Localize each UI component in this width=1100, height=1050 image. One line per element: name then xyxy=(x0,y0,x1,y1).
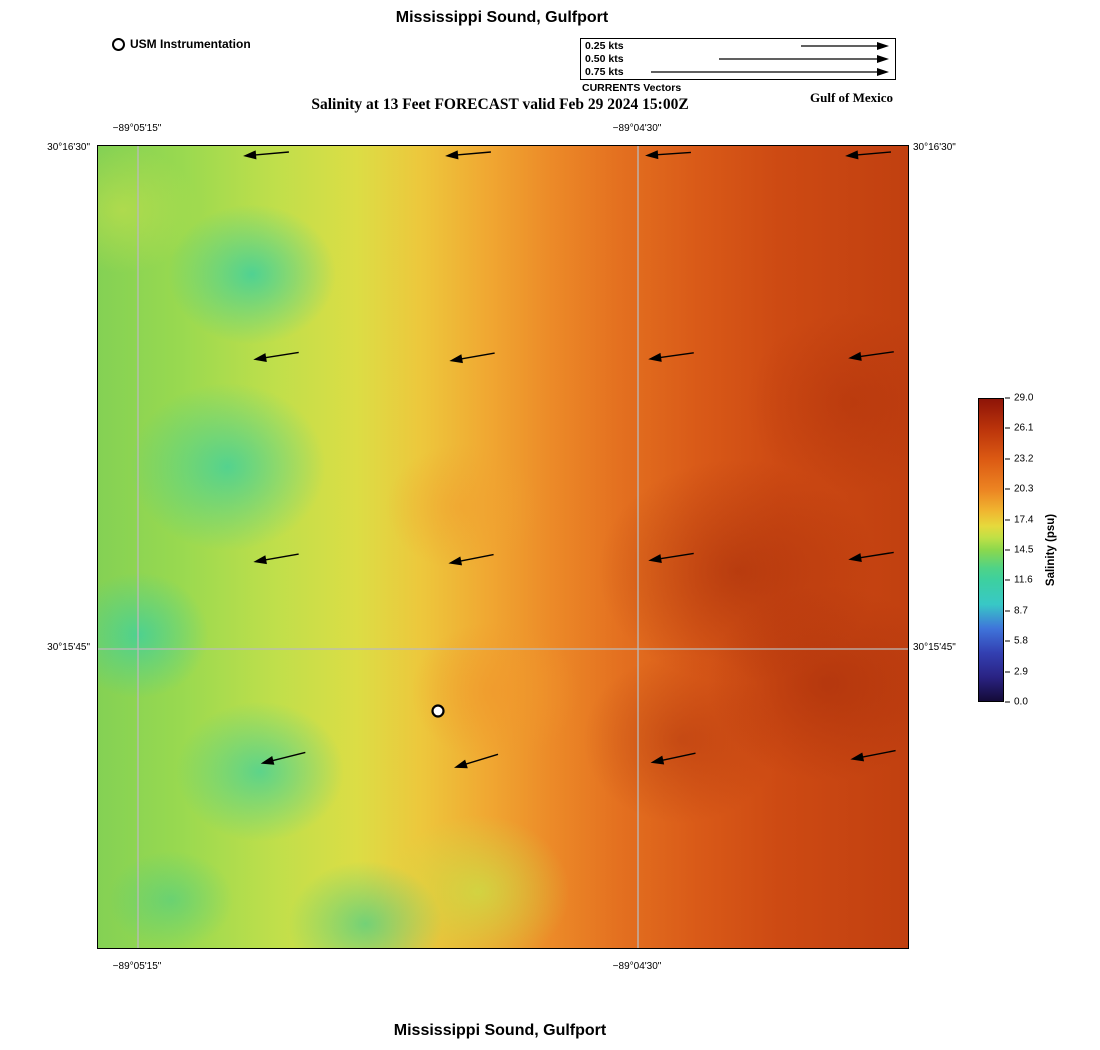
salinity-heatmap xyxy=(98,146,908,948)
current-vector-arrow xyxy=(650,752,696,765)
y-tick-right-south: 30°15'45" xyxy=(913,642,956,653)
current-vector-arrow xyxy=(645,150,691,160)
map-overlay xyxy=(98,146,908,948)
colorbar-tick-mark xyxy=(1005,397,1010,399)
current-vector-arrow xyxy=(648,552,694,564)
current-vector-legend-rows: 0.25 kts 0.50 kts 0.75 kts xyxy=(585,40,893,78)
station-legend-label: USM Instrumentation xyxy=(130,37,251,51)
colorbar-tick: 23.2 xyxy=(1005,453,1033,464)
x-tick-top-west: −89°05'15" xyxy=(112,123,162,134)
current-vector-arrow xyxy=(648,352,694,362)
region-label: Gulf of Mexico xyxy=(810,90,894,105)
station-marker xyxy=(431,704,445,718)
current-vector-arrow xyxy=(243,150,289,160)
current-vector-arrow xyxy=(448,553,494,566)
current-vector-arrow xyxy=(253,553,299,565)
station-marker-icon xyxy=(112,37,125,51)
vector-legend-arrow-icon xyxy=(651,67,889,76)
current-vector-legend-title: CURRENTS Vectors xyxy=(582,82,682,94)
current-vector-legend: 0.25 kts 0.50 kts 0.75 kts xyxy=(580,38,896,80)
colorbar-tick-mark xyxy=(1005,579,1010,581)
colorbar-tick-mark xyxy=(1005,640,1010,642)
vector-legend-arrow-icon xyxy=(719,55,889,63)
colorbar xyxy=(978,398,1004,702)
figure-title-top: Mississippi Sound, Gulfport xyxy=(395,9,609,26)
current-vector-arrow xyxy=(445,150,491,160)
colorbar-tick: 26.1 xyxy=(1005,423,1033,434)
colorbar-tick: 2.9 xyxy=(1005,666,1028,677)
colorbar-tick-label: 11.6 xyxy=(1014,574,1033,586)
x-tick-bottom-east: −89°04'30" xyxy=(612,961,662,972)
colorbar-tick: 11.6 xyxy=(1005,575,1033,586)
vector-legend-entry-label: 0.50 kts xyxy=(585,53,624,65)
colorbar-tick-mark xyxy=(1005,427,1010,429)
current-vector-arrow xyxy=(449,352,495,364)
colorbar-tick-label: 17.4 xyxy=(1014,514,1034,526)
colorbar-tick-label: 0.0 xyxy=(1014,696,1028,708)
colorbar-tick-label: 8.7 xyxy=(1014,605,1028,617)
current-vector-arrow xyxy=(260,751,306,765)
current-vector-arrow xyxy=(848,551,894,563)
colorbar-tick-label: 20.3 xyxy=(1014,483,1034,495)
vector-legend-entry-label: 0.25 kts xyxy=(585,40,624,53)
vector-legend-entry-label: 0.75 kts xyxy=(585,65,624,78)
y-tick-left-north: 30°16'30" xyxy=(47,142,90,153)
vector-legend-entry: 0.25 kts xyxy=(585,40,893,53)
colorbar-tick-label: 2.9 xyxy=(1014,666,1028,678)
colorbar-tick: 17.4 xyxy=(1005,514,1033,525)
colorbar-tick-label: 5.8 xyxy=(1014,635,1028,647)
vector-legend-arrow-icon xyxy=(801,42,889,51)
current-vector-arrow xyxy=(845,150,891,160)
forecast-subtitle: Salinity at 13 Feet FORECAST valid Feb 2… xyxy=(311,96,689,113)
colorbar-tick-mark xyxy=(1005,519,1010,521)
vector-legend-entry: 0.75 kts xyxy=(585,65,893,78)
y-tick-left-south: 30°15'45" xyxy=(47,642,90,653)
figure-title-bottom: Mississippi Sound, Gulfport xyxy=(393,1022,607,1039)
colorbar-tick-label: 26.1 xyxy=(1014,422,1034,434)
colorbar-axis-label: Salinity (psu) xyxy=(1045,513,1057,587)
station-legend: USM Instrumentation xyxy=(112,37,251,51)
colorbar-tick-mark xyxy=(1005,610,1010,612)
x-tick-bottom-west: −89°05'15" xyxy=(112,961,162,972)
x-tick-top-east: −89°04'30" xyxy=(612,123,662,134)
colorbar-tick-mark xyxy=(1005,549,1010,551)
vector-legend-entry: 0.50 kts xyxy=(585,53,893,66)
colorbar-tick: 0.0 xyxy=(1005,697,1028,708)
y-tick-right-north: 30°16'30" xyxy=(913,142,956,153)
current-vector-arrow xyxy=(848,351,894,361)
current-vector-arrow xyxy=(253,351,299,363)
colorbar-tick: 5.8 xyxy=(1005,636,1028,647)
colorbar-tick: 20.3 xyxy=(1005,484,1033,495)
colorbar-tick: 14.5 xyxy=(1005,545,1033,556)
colorbar-ticks: 29.0 26.1 23.2 20.3 17.4 14.5 11.6 8.7 5.8 2.9 0.0 xyxy=(1005,393,1065,708)
colorbar-tick-label: 14.5 xyxy=(1014,544,1034,556)
colorbar-tick-label: 23.2 xyxy=(1014,453,1034,465)
colorbar-gradient xyxy=(979,399,1003,701)
salinity-map xyxy=(97,145,909,949)
current-vector-arrow xyxy=(454,753,499,769)
colorbar-tick-mark xyxy=(1005,488,1010,490)
colorbar-tick-mark xyxy=(1005,458,1010,460)
colorbar-tick-label: 29.0 xyxy=(1014,392,1034,404)
colorbar-tick-mark xyxy=(1005,701,1010,703)
colorbar-tick-mark xyxy=(1005,671,1010,673)
current-vector-arrow xyxy=(850,749,896,762)
colorbar-tick: 8.7 xyxy=(1005,605,1028,616)
colorbar-tick: 29.0 xyxy=(1005,393,1033,404)
